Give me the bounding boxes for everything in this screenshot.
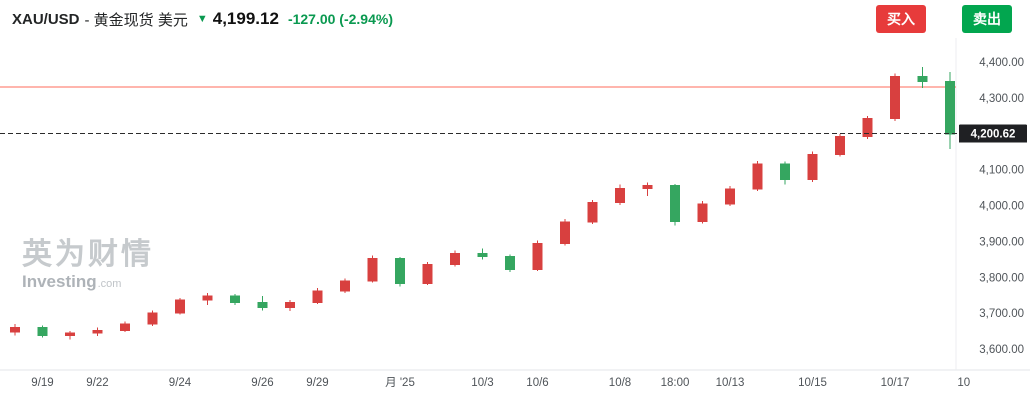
buy-button[interactable]: 买入 (876, 5, 926, 33)
x-axis-label[interactable]: 10/17 (881, 377, 910, 389)
x-axis-label[interactable]: 10/3 (471, 377, 493, 389)
candle (642, 182, 653, 197)
candle (285, 300, 295, 311)
candle (807, 151, 818, 182)
instrument-symbol: XAU/USD (12, 10, 80, 28)
candle (65, 331, 75, 340)
candle (587, 199, 598, 225)
current-price-box (959, 124, 1027, 143)
candle (670, 183, 680, 226)
candle (175, 298, 185, 315)
candle (532, 240, 543, 271)
y-axis-label[interactable]: 4,100.00 (979, 165, 1024, 177)
candle (862, 115, 873, 139)
candle (92, 327, 103, 337)
y-axis-label[interactable]: 3,700.00 (979, 308, 1024, 320)
candle (202, 293, 213, 306)
instrument-info: XAU/USD - 黄金现货 美元 ▼ 4,199.12 -127.00 (-2… (12, 9, 393, 30)
candlestick-chart[interactable]: 4,400.004,300.004,200.004,100.004,000.00… (0, 38, 1030, 402)
y-axis-label[interactable]: 4,300.00 (979, 93, 1024, 105)
trade-actions: 买入 卖出 (876, 5, 1012, 33)
x-axis-label[interactable]: 18:00 (661, 377, 690, 389)
candle (120, 321, 130, 332)
candle (340, 278, 350, 294)
candle (257, 295, 268, 311)
candle (395, 257, 405, 287)
price-down-arrow-icon: ▼ (196, 13, 208, 25)
x-axis-label[interactable]: 10 (957, 377, 970, 389)
instrument-name: - 黄金现货 美元 (84, 11, 188, 29)
candle (505, 254, 515, 273)
price-change: -127.00 (-2.94%) (287, 11, 393, 27)
y-axis-label[interactable]: 4,400.00 (979, 57, 1024, 69)
candle (422, 262, 433, 286)
last-price: 4,199.12 (212, 9, 279, 28)
candle (835, 133, 845, 157)
candle (725, 186, 735, 207)
candle (945, 72, 955, 149)
x-axis-label[interactable]: 10/15 (798, 377, 827, 389)
candle (697, 201, 708, 224)
candle (367, 255, 378, 283)
chart-area: 4,400.004,300.004,200.004,100.004,000.00… (0, 38, 1030, 402)
y-axis-label[interactable]: 3,600.00 (979, 344, 1024, 356)
candle (147, 310, 158, 327)
candle (752, 161, 763, 192)
x-axis-label[interactable]: 月 '25 (385, 377, 415, 389)
x-axis-label[interactable]: 10/8 (609, 377, 631, 389)
y-axis-label[interactable]: 3,900.00 (979, 236, 1024, 248)
candle (560, 219, 570, 246)
x-axis-label[interactable]: 10/6 (526, 377, 548, 389)
x-axis-label[interactable]: 9/26 (251, 377, 273, 389)
x-axis-label[interactable]: 9/24 (169, 377, 192, 389)
candle (780, 161, 790, 185)
candle (917, 67, 928, 88)
candle (477, 248, 488, 260)
candle (615, 184, 625, 205)
x-axis-label[interactable]: 9/19 (31, 377, 53, 389)
candle (10, 323, 20, 336)
candle (890, 73, 900, 121)
y-axis-label[interactable]: 4,000.00 (979, 201, 1024, 213)
sell-button[interactable]: 卖出 (962, 5, 1012, 33)
candle (450, 250, 460, 267)
candle (230, 293, 240, 306)
y-axis-label[interactable]: 3,800.00 (979, 272, 1024, 284)
candle (312, 288, 323, 304)
current-price-label: 4,200.62 (971, 129, 1016, 141)
x-axis-label[interactable]: 10/13 (716, 377, 745, 389)
x-axis-label[interactable]: 9/22 (86, 377, 108, 389)
x-axis-label[interactable]: 9/29 (306, 377, 328, 389)
candle (37, 325, 48, 338)
instrument-header: XAU/USD - 黄金现货 美元 ▼ 4,199.12 -127.00 (-2… (0, 0, 1030, 38)
